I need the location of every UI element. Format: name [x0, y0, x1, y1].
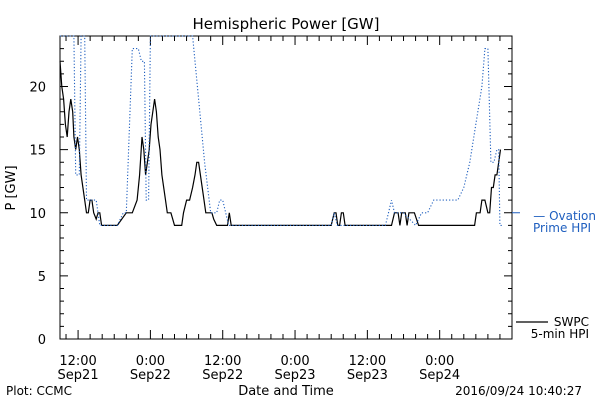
plot-area — [59, 35, 513, 340]
legend-ovation-line1: — Ovation — [533, 209, 596, 223]
y-tick-label: 5 — [38, 270, 46, 285]
legend-swpc-line1: SWPC — [554, 315, 589, 329]
footer-left: Plot: CCMC — [6, 384, 72, 398]
y-tick-label: 20 — [29, 81, 46, 96]
x-tick-date-label: Sep22 — [130, 368, 171, 383]
plot-frame — [59, 35, 513, 340]
footer-right: 2016/09/24 10:40:27 — [455, 384, 582, 398]
series-ovation-line — [60, 35, 502, 227]
y-tick-label: 10 — [29, 207, 46, 222]
y-axis-label: P [GW] — [4, 165, 19, 210]
x-tick-date-label: Sep21 — [58, 368, 99, 383]
x-tick-time-label: 12:00 — [349, 354, 386, 369]
legend-swpc: SWPC 5-min HPI — [516, 315, 589, 341]
y-axis: 0 5 10 15 20 — [29, 35, 512, 348]
x-tick-time-label: 0:00 — [280, 354, 309, 369]
x-tick-time-label: 0:00 — [136, 354, 165, 369]
legend-ovation: — Ovation Prime HPI — [533, 209, 596, 235]
x-axis: 12:00Sep210:00Sep2212:00Sep220:00Sep2312… — [58, 36, 513, 383]
x-tick-time-label: 12:00 — [204, 354, 241, 369]
series-layer — [59, 35, 520, 227]
legend-ovation-line2: Prime HPI — [533, 221, 591, 235]
x-tick-date-label: Sep22 — [202, 368, 243, 383]
y-tick-label: 0 — [38, 333, 46, 348]
x-tick-time-label: 12:00 — [59, 354, 96, 369]
x-tick-date-label: Sep23 — [347, 368, 388, 383]
x-tick-time-label: 0:00 — [425, 354, 454, 369]
chart-title: Hemispheric Power [GW] — [193, 15, 380, 33]
x-tick-date-label: Sep23 — [275, 368, 316, 383]
y-tick-label: 15 — [29, 144, 46, 159]
x-tick-date-label: Sep24 — [419, 368, 460, 383]
series-swpc-line — [59, 61, 502, 226]
x-axis-label: Date and Time — [238, 384, 334, 399]
legend-swpc-line2: 5-min HPI — [531, 327, 589, 341]
